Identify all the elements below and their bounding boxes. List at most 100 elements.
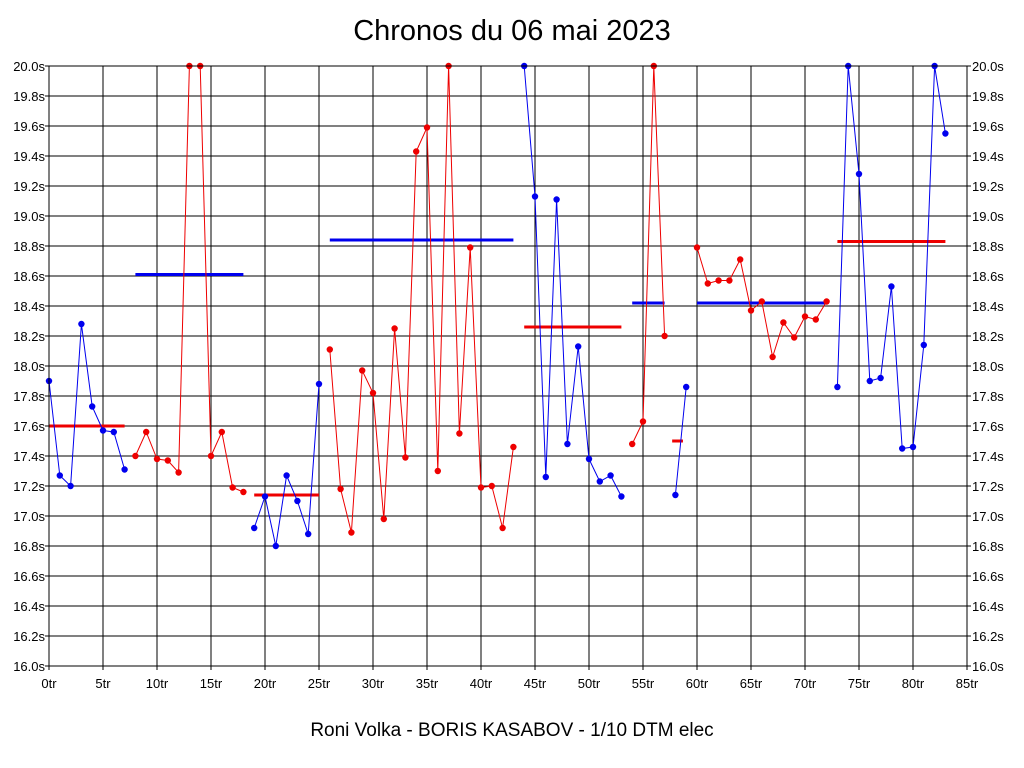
y-tick-label-right: 19.2s: [972, 179, 1004, 194]
data-point: [175, 469, 182, 476]
chart-footer: Roni Volka - BORIS KASABOV - 1/10 DTM el…: [310, 720, 714, 741]
data-point: [747, 307, 755, 314]
y-tick-label-right: 19.0s: [972, 209, 1004, 224]
y-tick-label-left: 20.0s: [13, 59, 45, 74]
data-point: [467, 244, 474, 251]
data-point: [575, 343, 582, 350]
x-tick-label: 75tr: [848, 676, 871, 691]
series-line: [253, 383, 320, 547]
data-point: [661, 332, 668, 340]
chart-title: Chronos du 06 mai 2023: [353, 15, 671, 47]
x-tick-label: 0tr: [41, 676, 57, 691]
data-point: [56, 472, 63, 479]
y-tick-label-right: 19.8s: [972, 89, 1004, 104]
x-axis-tick-labels: 0tr 5tr 10tr 15tr 20tr 25tr 30tr 35tr 40tr 45tr 50…: [41, 676, 978, 691]
data-point: [801, 313, 809, 320]
y-tick-label-left: 16.8s: [13, 539, 45, 554]
y-tick-label-right: 19.6s: [972, 119, 1004, 134]
data-point: [888, 283, 895, 290]
data-point: [423, 124, 431, 131]
data-point: [272, 542, 279, 550]
data-point: [402, 454, 409, 461]
data-point: [553, 196, 560, 203]
y-tick-label-left: 19.4s: [13, 149, 45, 164]
data-point: [618, 493, 625, 500]
x-tick-label: 60tr: [686, 676, 709, 691]
x-tick-label: 30tr: [362, 676, 385, 691]
data-point: [164, 457, 171, 464]
data-points: [45, 62, 949, 550]
y-tick-label-left: 18.2s: [13, 329, 45, 344]
series-line: [134, 65, 244, 493]
data-point: [607, 472, 614, 479]
data-point: [229, 484, 236, 491]
data-point: [715, 277, 722, 284]
x-tick-label: 80tr: [902, 676, 925, 691]
data-point: [531, 193, 539, 200]
data-point: [812, 316, 819, 323]
x-tick-label: 55tr: [632, 676, 655, 691]
data-point: [683, 383, 690, 391]
y-tick-label-left: 17.8s: [13, 389, 45, 404]
data-point: [207, 452, 215, 460]
y-tick-label-left: 19.6s: [13, 119, 45, 134]
y-tick-label-right: 18.4s: [972, 299, 1004, 314]
y-tick-label-left: 16.4s: [13, 599, 45, 614]
y-tick-label-right: 19.4s: [972, 149, 1004, 164]
y-tick-label-right: 17.6s: [972, 419, 1004, 434]
y-tick-label-right: 17.2s: [972, 479, 1004, 494]
y-tick-label-right: 18.0s: [972, 359, 1004, 374]
data-point: [672, 491, 679, 499]
data-point: [693, 244, 701, 251]
y-tick-label-left: 18.0s: [13, 359, 45, 374]
data-point: [153, 455, 161, 463]
data-point: [823, 298, 830, 305]
data-point: [834, 383, 841, 391]
y-tick-label-left: 18.8s: [13, 239, 45, 254]
y-tick-label-left: 17.6s: [13, 419, 45, 434]
y-tick-label-left: 16.0s: [13, 659, 45, 674]
y-tick-label-right: 18.8s: [972, 239, 1004, 254]
data-point: [780, 319, 787, 326]
y-axis-tick-labels: 16.0s 16.0s 16.2s 16.2s 16.4s 16.4s 16.6s 16.6s…: [13, 59, 1004, 674]
x-tick-label: 15tr: [200, 676, 223, 691]
data-point: [251, 524, 258, 532]
data-point: [596, 478, 603, 485]
y-tick-label-right: 18.2s: [972, 329, 1004, 344]
data-point: [261, 493, 269, 500]
x-tick-label: 65tr: [740, 676, 763, 691]
data-point: [542, 473, 549, 481]
y-tick-label-left: 19.0s: [13, 209, 45, 224]
x-tick-label: 70tr: [794, 676, 817, 691]
data-point: [315, 380, 323, 388]
y-tick-label-left: 17.0s: [13, 509, 45, 524]
series-line: [836, 65, 946, 450]
data-point: [866, 377, 873, 385]
y-tick-label-left: 19.8s: [13, 89, 45, 104]
data-point: [585, 455, 593, 463]
data-point: [920, 341, 927, 349]
data-point: [348, 529, 355, 536]
data-point: [769, 353, 776, 361]
data-point: [78, 320, 85, 328]
data-point: [337, 485, 344, 493]
data-point: [855, 170, 863, 178]
data-point: [456, 430, 463, 437]
data-point: [791, 334, 798, 341]
data-point: [283, 472, 290, 479]
y-tick-label-right: 18.6s: [972, 269, 1004, 284]
data-point: [294, 497, 301, 505]
y-tick-label-left: 17.2s: [13, 479, 45, 494]
data-point: [909, 443, 917, 451]
data-point: [132, 452, 139, 460]
data-point: [67, 482, 74, 490]
data-point: [369, 389, 377, 397]
y-tick-label-right: 17.8s: [972, 389, 1004, 404]
data-point: [143, 428, 150, 436]
data-point: [413, 148, 420, 155]
y-tick-label-left: 16.6s: [13, 569, 45, 584]
data-point: [121, 466, 128, 473]
data-point: [704, 280, 711, 287]
y-tick-label-left: 17.4s: [13, 449, 45, 464]
y-tick-label-right: 16.6s: [972, 569, 1004, 584]
